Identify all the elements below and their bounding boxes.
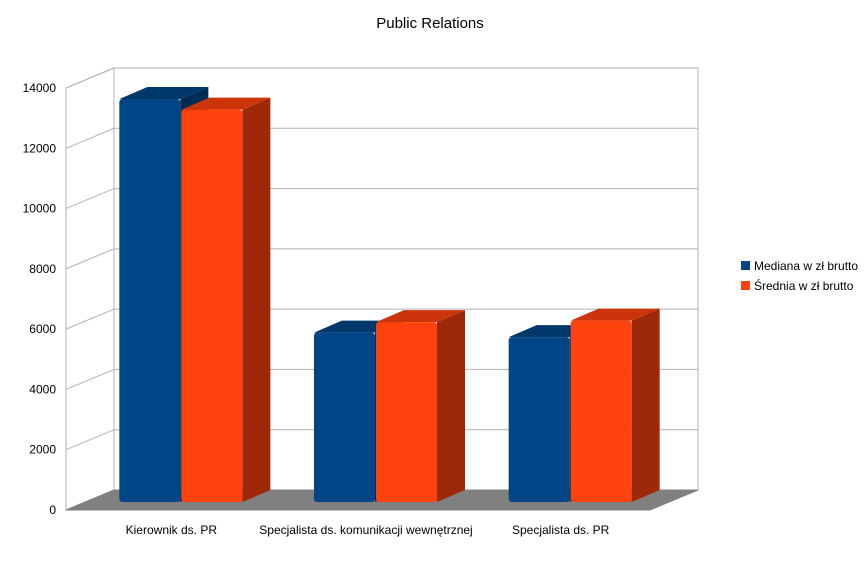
y-tick-label: 2000 (29, 443, 56, 457)
x-axis: Kierownik ds. PR Specjalista ds. komunika… (126, 523, 610, 537)
legend-swatch (741, 261, 750, 270)
bar (181, 97, 271, 502)
gridline (65, 308, 698, 330)
gridline (65, 188, 698, 210)
legend-label: Średnia w zł brutto (754, 278, 854, 293)
bar-top (181, 97, 271, 110)
bar (570, 308, 660, 502)
bar-front (376, 322, 437, 502)
bar-side (437, 310, 465, 502)
y-tick-label: 14000 (23, 81, 57, 95)
legend-label: Mediana w zł brutto (754, 259, 858, 273)
gridline (65, 248, 698, 270)
chart-title: Public Relations (376, 15, 484, 32)
bar-front (181, 109, 243, 502)
gridlines (65, 67, 698, 451)
gridline (65, 127, 698, 149)
x-tick-label: Specjalista ds. komunikacji wewnętrznej (259, 523, 472, 537)
gridline (65, 67, 698, 89)
y-tick-label: 4000 (29, 382, 56, 396)
bar-side (242, 97, 271, 502)
gridline (65, 368, 698, 390)
x-tick-label: Specjalista ds. PR (512, 523, 610, 537)
y-axis: 0 2000 4000 6000 8000 10000 12000 14000 (23, 81, 57, 517)
y-tick-label: 12000 (23, 141, 57, 155)
y-tick-label: 6000 (29, 322, 56, 336)
bar (376, 310, 465, 502)
bar-front (314, 332, 375, 502)
y-tick-label: 0 (49, 503, 56, 517)
side-wall (65, 67, 115, 511)
bar-front (119, 99, 181, 503)
y-tick-label: 10000 (23, 202, 57, 216)
y-tick-label: 8000 (29, 262, 56, 276)
bar-side (631, 308, 660, 502)
gridline (65, 429, 698, 451)
bar-front (570, 320, 632, 502)
bar-top (376, 310, 465, 323)
legend-swatch (741, 281, 750, 290)
bar-top (119, 87, 209, 100)
bars (119, 87, 660, 503)
legend: Mediana w zł brutto Średnia w zł brutto (741, 259, 858, 293)
bar-front (508, 337, 570, 502)
x-tick-label: Kierownik ds. PR (126, 523, 218, 537)
bar-top (570, 308, 660, 321)
